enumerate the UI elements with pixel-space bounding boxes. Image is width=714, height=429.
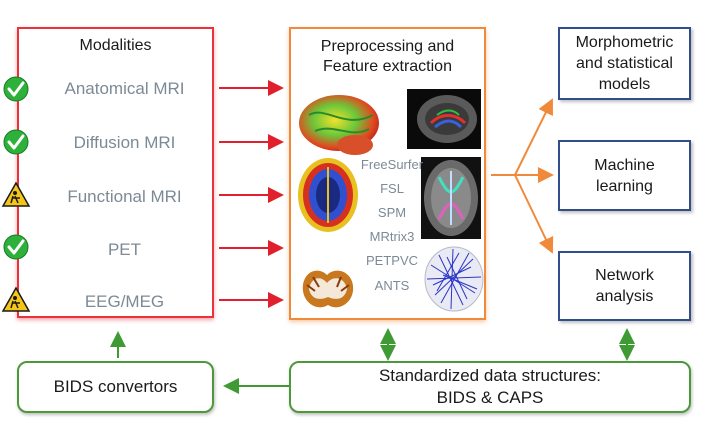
tractography-image — [421, 157, 481, 239]
modality-pet: PET — [107, 240, 142, 259]
morphometric-models-box: Morphometric and statistical models — [558, 27, 691, 100]
arrow-to-network — [514, 174, 554, 254]
modalities-panel: Modalities Anatomical MRI Diffusion MRI … — [17, 27, 214, 318]
tool-fsl: FSL — [380, 181, 404, 196]
connectome-image — [424, 246, 484, 312]
preprocessing-title: Preprocessing and Feature extraction — [320, 38, 455, 75]
tool-ants: ANTS — [374, 278, 410, 293]
arrow-to-models — [514, 98, 553, 176]
tool-spm: SPM — [377, 205, 407, 220]
data-structures-box: Standardized data structures: BIDS & CAP… — [289, 361, 691, 413]
bids-convertors-box: BIDS convertors — [17, 361, 214, 413]
tool-mrtrix3: MRtrix3 — [369, 229, 415, 244]
modalities-title: Modalities — [79, 37, 152, 54]
coronal-gm-image — [302, 270, 354, 308]
machine-learning-box: Machine learning — [558, 140, 691, 211]
modality-anatomical-mri: Anatomical MRI — [64, 79, 185, 98]
axial-brain-image — [298, 158, 358, 232]
preprocessing-panel: Preprocessing and Feature extraction — [289, 27, 486, 320]
modality-diffusion-mri: Diffusion MRI — [73, 133, 176, 152]
tool-petpvc: PETPVC — [365, 253, 418, 268]
sagittal-mri-image — [407, 89, 481, 149]
tool-freesurfer: FreeSurfer — [360, 157, 424, 172]
modality-functional-mri: Functional MRI — [67, 187, 182, 206]
cortex-thickness-image — [299, 95, 379, 155]
network-analysis-box: Network analysis — [558, 251, 691, 321]
modality-eeg-meg: EEG/MEG — [84, 292, 165, 311]
